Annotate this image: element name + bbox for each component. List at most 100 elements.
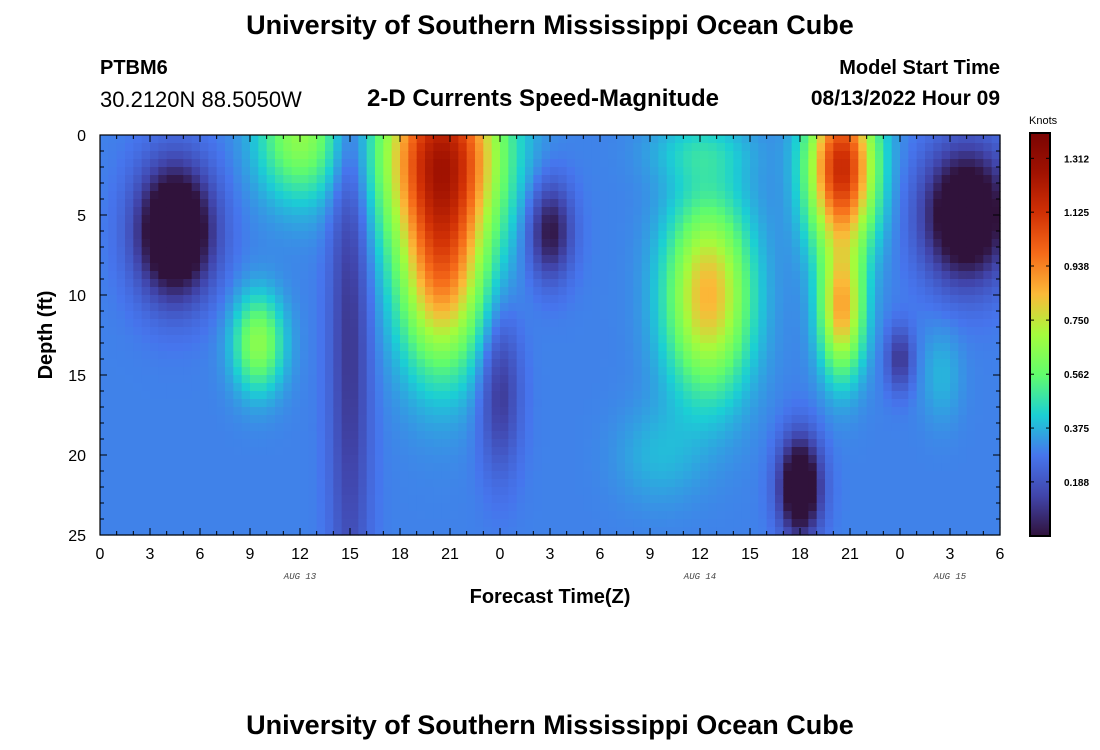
heatmap-cell [266, 199, 276, 208]
heatmap-cell [875, 327, 884, 336]
heatmap-cell [150, 479, 159, 488]
heatmap-cell [108, 175, 118, 184]
heatmap-cell [458, 431, 468, 440]
heatmap-cell [833, 175, 843, 184]
heatmap-cell [141, 463, 151, 472]
heatmap-cell [175, 319, 184, 328]
heatmap-cell [491, 199, 501, 208]
heatmap-cell [575, 199, 584, 208]
heatmap-cell [883, 455, 893, 464]
heatmap-cell [208, 151, 218, 160]
heatmap-cell [166, 175, 176, 184]
heatmap-cell [250, 463, 259, 472]
heatmap-cell [133, 455, 143, 464]
heatmap-cell [166, 279, 176, 288]
heatmap-cell [275, 479, 284, 488]
heatmap-cell [416, 287, 426, 296]
heatmap-cell [525, 327, 534, 336]
heatmap-cell [225, 479, 234, 488]
heatmap-cell [825, 151, 834, 160]
heatmap-cell [283, 151, 293, 160]
heatmap-cell [158, 159, 168, 168]
heatmap-cell [375, 279, 384, 288]
heatmap-cell [308, 183, 318, 192]
heatmap-cell [800, 143, 809, 152]
heatmap-cell [525, 311, 534, 320]
heatmap-cell [225, 415, 234, 424]
heatmap-cell [233, 191, 243, 200]
heatmap-cell [583, 431, 593, 440]
heatmap-cell [700, 287, 709, 296]
heatmap-cell [183, 303, 193, 312]
heatmap-cell [491, 151, 501, 160]
heatmap-cell [725, 391, 734, 400]
heatmap-cell [400, 351, 409, 360]
heatmap-cell [700, 439, 709, 448]
heatmap-cell [766, 191, 776, 200]
heatmap-cell [625, 295, 634, 304]
heatmap-cell [516, 167, 526, 176]
heatmap-cell [125, 263, 134, 272]
heatmap-cell [783, 447, 793, 456]
heatmap-cell [333, 199, 343, 208]
heatmap-cell [391, 463, 401, 472]
heatmap-cell [591, 255, 601, 264]
heatmap-cell [883, 207, 893, 216]
heatmap-cell [891, 175, 901, 184]
heatmap-cell [141, 359, 151, 368]
heatmap-cell [416, 191, 426, 200]
heatmap-cell [558, 191, 568, 200]
heatmap-cell [866, 207, 876, 216]
heatmap-cell [750, 239, 759, 248]
heatmap-cell [791, 471, 801, 480]
heatmap-cell [466, 399, 476, 408]
heatmap-cell [483, 239, 493, 248]
heatmap-cell [666, 303, 676, 312]
heatmap-cell [375, 295, 384, 304]
heatmap-cell [133, 415, 143, 424]
heatmap-cell [675, 231, 684, 240]
heatmap-cell [708, 231, 718, 240]
heatmap-cell [450, 335, 459, 344]
heatmap-cell [808, 359, 818, 368]
heatmap-cell [491, 223, 501, 232]
heatmap-cell [191, 519, 201, 528]
heatmap-cell [508, 343, 518, 352]
heatmap-cell [183, 383, 193, 392]
heatmap-cell [883, 431, 893, 440]
heatmap-cell [183, 287, 193, 296]
heatmap-cell [558, 503, 568, 512]
heatmap-cell [683, 447, 693, 456]
heatmap-cell [883, 407, 893, 416]
heatmap-cell [241, 335, 251, 344]
heatmap-cell [241, 175, 251, 184]
heatmap-cell [833, 247, 843, 256]
heatmap-cell [850, 303, 859, 312]
heatmap-cell [841, 423, 851, 432]
heatmap-cell [191, 271, 201, 280]
heatmap-cell [525, 503, 534, 512]
heatmap-cell [208, 367, 218, 376]
heatmap-cell [750, 311, 759, 320]
heatmap-cell [800, 255, 809, 264]
heatmap-cell [383, 343, 393, 352]
heatmap-cell [250, 255, 259, 264]
heatmap-cell [900, 383, 909, 392]
heatmap-cell [575, 239, 584, 248]
heatmap-cell [875, 191, 884, 200]
heatmap-cell [341, 191, 351, 200]
heatmap-cell [758, 359, 768, 368]
heatmap-cell [650, 415, 659, 424]
heatmap-cell [525, 343, 534, 352]
heatmap-cell [808, 383, 818, 392]
heatmap-cell [616, 359, 626, 368]
heatmap-cell [783, 215, 793, 224]
heatmap-cell [383, 463, 393, 472]
heatmap-cell [175, 239, 184, 248]
heatmap-cell [733, 135, 743, 144]
heatmap-cell [758, 271, 768, 280]
heatmap-cell [366, 263, 376, 272]
heatmap-cell [633, 287, 643, 296]
heatmap-cell [483, 279, 493, 288]
heatmap-cell [758, 471, 768, 480]
